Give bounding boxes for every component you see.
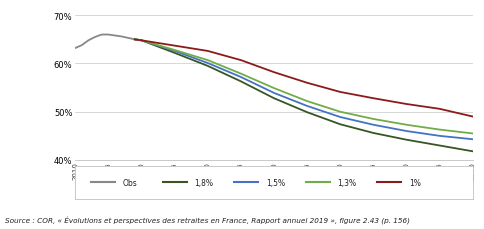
- 1,5%: [370, 124, 376, 127]
- Text: 1%: 1%: [408, 178, 420, 187]
- Line: 1%: 1%: [135, 40, 472, 117]
- Text: 1,3%: 1,3%: [337, 178, 356, 187]
- 1%: [138, 40, 144, 43]
- Obs: [99, 34, 105, 37]
- 1,3%: [171, 49, 177, 52]
- Obs: [105, 34, 111, 37]
- Text: 1,8%: 1,8%: [194, 178, 213, 187]
- 1%: [469, 116, 475, 118]
- 1,3%: [303, 100, 309, 103]
- 1,5%: [337, 116, 343, 119]
- 1,3%: [337, 111, 343, 114]
- 1,3%: [138, 40, 144, 43]
- 1%: [403, 103, 408, 106]
- 1%: [370, 97, 376, 100]
- Text: 1,5%: 1,5%: [266, 178, 285, 187]
- Line: 1,8%: 1,8%: [135, 40, 472, 152]
- 1,8%: [138, 40, 144, 43]
- 1%: [303, 82, 309, 85]
- 1,5%: [204, 62, 210, 65]
- 1,8%: [204, 65, 210, 68]
- 1,3%: [436, 129, 442, 131]
- 1,3%: [204, 60, 210, 62]
- 1%: [132, 39, 137, 41]
- 1,8%: [132, 39, 137, 41]
- 1,3%: [238, 73, 243, 76]
- Obs: [92, 36, 98, 39]
- Obs: [79, 45, 85, 47]
- 1%: [238, 60, 243, 62]
- Text: Obs: Obs: [122, 178, 137, 187]
- Obs: [72, 47, 78, 50]
- Obs: [112, 35, 118, 38]
- 1%: [271, 71, 276, 74]
- Obs: [132, 39, 137, 41]
- 1,3%: [469, 133, 475, 135]
- 1,8%: [171, 52, 177, 55]
- 1%: [204, 50, 210, 53]
- Obs: [85, 40, 91, 43]
- 1,8%: [469, 150, 475, 153]
- 1%: [436, 108, 442, 111]
- 1,5%: [271, 92, 276, 95]
- Obs: [119, 36, 124, 39]
- 1,8%: [436, 144, 442, 147]
- 1%: [171, 45, 177, 48]
- Obs: [125, 37, 131, 40]
- 1,3%: [403, 124, 408, 127]
- Line: 1,3%: 1,3%: [135, 40, 472, 134]
- 1,8%: [238, 81, 243, 83]
- 1,5%: [238, 76, 243, 79]
- 1,5%: [469, 138, 475, 141]
- 1,8%: [370, 132, 376, 135]
- 1,3%: [271, 87, 276, 90]
- 1,5%: [171, 50, 177, 53]
- 1,8%: [271, 97, 276, 100]
- 1,5%: [303, 105, 309, 108]
- 1,8%: [403, 139, 408, 142]
- Line: Obs: Obs: [75, 35, 135, 49]
- 1,5%: [436, 135, 442, 138]
- 1,8%: [303, 111, 309, 114]
- Line: 1,5%: 1,5%: [135, 40, 472, 140]
- 1,5%: [132, 39, 137, 41]
- 1%: [337, 91, 343, 94]
- 1,5%: [138, 40, 144, 43]
- Text: Source : COR, « Évolutions et perspectives des retraites en France, Rapport annu: Source : COR, « Évolutions et perspectiv…: [5, 216, 409, 224]
- 1,3%: [132, 39, 137, 41]
- 1,5%: [403, 130, 408, 133]
- 1,8%: [337, 123, 343, 126]
- 1,3%: [370, 118, 376, 121]
